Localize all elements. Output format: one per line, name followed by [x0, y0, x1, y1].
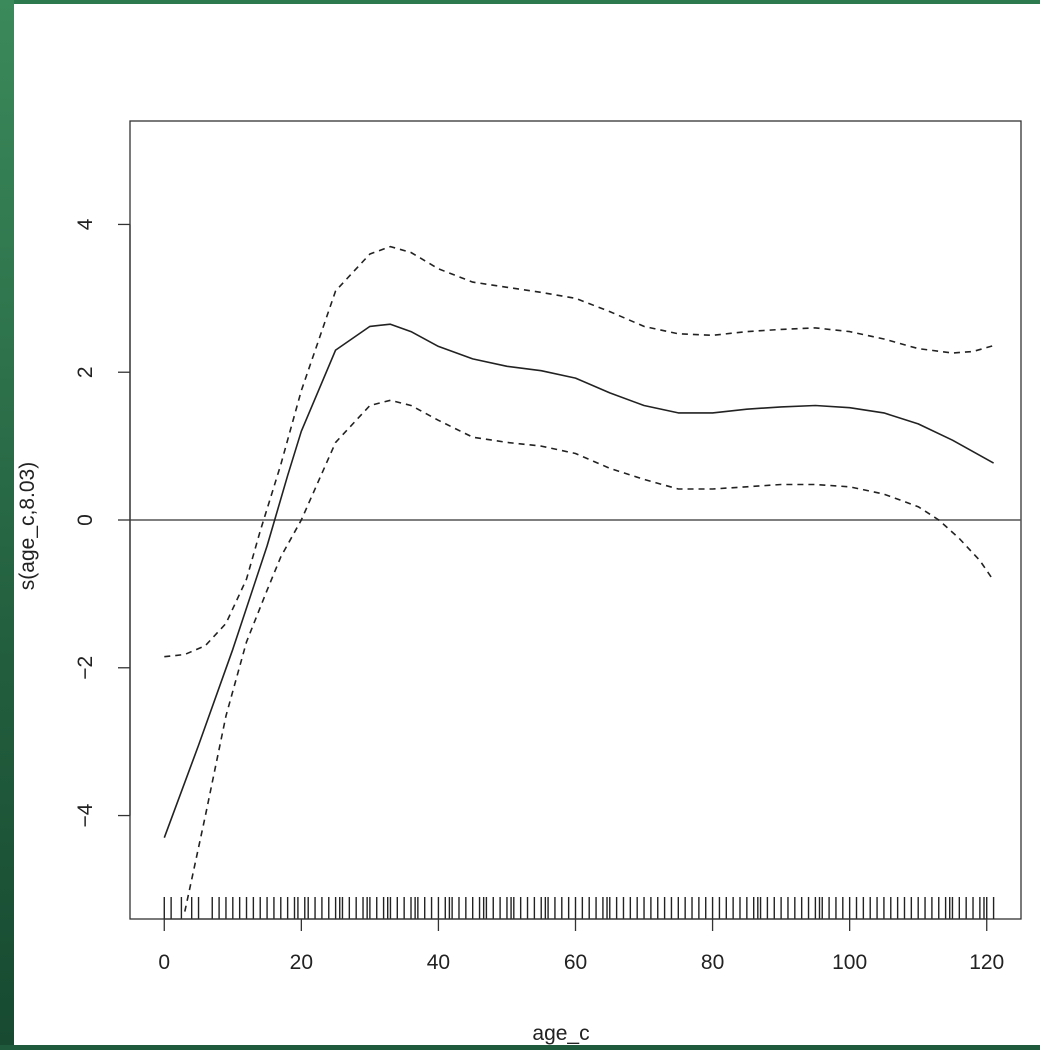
rug-marks — [163, 897, 995, 919]
window-top-border — [0, 0, 1040, 4]
y-axis: −4 −2 0 2 4 — [74, 218, 131, 828]
upper-confidence-band — [164, 245, 994, 658]
x-tick-label: 20 — [290, 951, 313, 974]
y-tick-label: 2 — [74, 366, 97, 378]
x-tick-label: 0 — [158, 951, 170, 974]
x-tick-label: 80 — [701, 951, 724, 974]
smooth-estimate-line — [163, 323, 994, 838]
window-left-border — [0, 0, 14, 1045]
x-tick-label: 120 — [969, 951, 1004, 974]
series-group — [163, 245, 995, 912]
y-axis-label: s(age_c,8.03) — [16, 462, 39, 590]
plot-canvas: 0 20 40 60 80 100 120 −4 −2 0 2 4 age_c s(age_c,8.… — [14, 4, 1040, 1045]
smooth-term-plot: 0 20 40 60 80 100 120 −4 −2 0 2 4 age_c s(age_c,8.… — [16, 120, 1022, 1045]
x-axis: 0 20 40 60 80 100 120 — [158, 918, 1004, 974]
y-tick-label: −2 — [74, 656, 97, 680]
x-tick-label: 60 — [564, 951, 587, 974]
y-tick-label: 4 — [74, 218, 97, 230]
y-tick-label: 0 — [74, 514, 97, 526]
lower-confidence-band — [184, 399, 995, 912]
x-tick-label: 100 — [832, 951, 867, 974]
x-axis-label: age_c — [532, 1022, 589, 1045]
y-tick-label: −4 — [74, 803, 97, 827]
x-tick-label: 40 — [427, 951, 450, 974]
